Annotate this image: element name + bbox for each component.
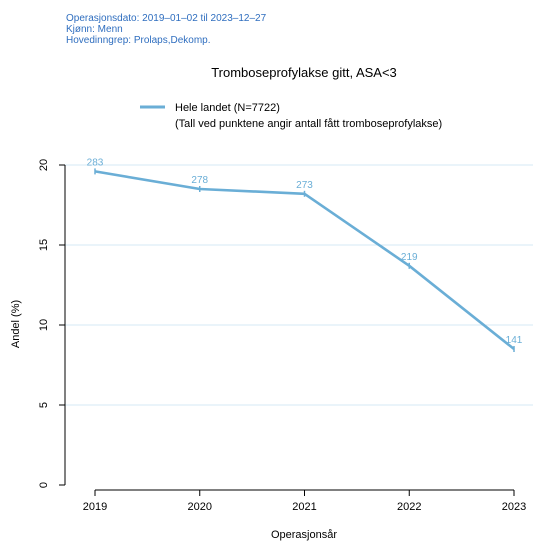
series-hele-landet: 283 278 273 219 141 <box>87 157 523 352</box>
data-label: 273 <box>296 180 313 191</box>
data-label: 219 <box>401 252 418 263</box>
data-label: 141 <box>506 335 523 346</box>
x-tick-label: 2021 <box>292 501 316 513</box>
series-line <box>94 170 515 351</box>
gender-text: Kjønn: Menn <box>66 24 123 35</box>
data-label: 283 <box>87 157 104 168</box>
x-axis-label: Operasjonsår <box>271 529 337 541</box>
x-tick-label: 2023 <box>502 501 526 513</box>
y-tick-label: 5 <box>38 402 50 408</box>
legend-note: (Tall ved punktene angir antall fått tro… <box>175 118 442 130</box>
x-axis: 2019 2020 2021 2022 2023 <box>83 489 526 513</box>
procedure-group-text: Hovedinngrep: Prolaps,Dekomp. <box>66 35 211 46</box>
y-tick-label: 10 <box>38 319 50 331</box>
chart-title: Tromboseprofylakse gitt, ASA<3 <box>211 65 397 80</box>
x-tick-label: 2022 <box>397 501 421 513</box>
y-tick-label: 20 <box>38 159 50 171</box>
date-range-text: Operasjonsdato: 2019–01–02 til 2023–12–2… <box>66 13 267 24</box>
y-tick-label: 0 <box>38 482 50 488</box>
gridlines <box>65 164 533 406</box>
data-label: 278 <box>191 175 208 186</box>
legend-series-label: Hele landet (N=7722) <box>175 102 280 114</box>
y-tick-label: 15 <box>38 239 50 251</box>
y-axis-label: Andel (%) <box>10 300 22 348</box>
x-tick-label: 2019 <box>83 501 107 513</box>
y-axis: 0 5 10 15 20 <box>38 159 66 488</box>
x-tick-label: 2020 <box>188 501 212 513</box>
